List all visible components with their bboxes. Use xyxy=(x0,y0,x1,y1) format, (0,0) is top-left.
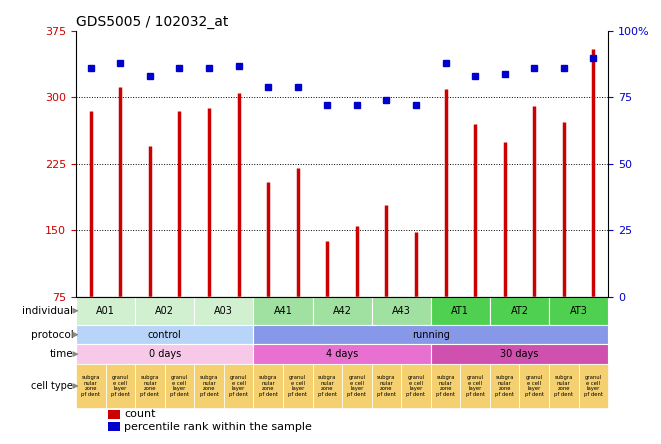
Text: AT3: AT3 xyxy=(570,306,588,316)
Text: individual: individual xyxy=(22,306,73,316)
Text: AT1: AT1 xyxy=(451,306,469,316)
Text: granul
e cell
layer
pf dent: granul e cell layer pf dent xyxy=(111,375,130,396)
Bar xyxy=(313,364,342,408)
Text: subgra
nular
zone
pf dent: subgra nular zone pf dent xyxy=(555,375,573,396)
Text: granul
e cell
layer
pf dent: granul e cell layer pf dent xyxy=(465,375,485,396)
Bar xyxy=(253,325,608,345)
Bar xyxy=(108,423,120,432)
Bar xyxy=(76,297,135,325)
Text: GSM977869: GSM977869 xyxy=(293,298,302,345)
Bar xyxy=(224,364,253,408)
Text: granul
e cell
layer
pf dent: granul e cell layer pf dent xyxy=(229,375,248,396)
Text: subgra
nular
zone
pf dent: subgra nular zone pf dent xyxy=(81,375,100,396)
Bar xyxy=(460,364,490,408)
Text: GSM977871: GSM977871 xyxy=(352,298,362,345)
Bar xyxy=(578,364,608,408)
Bar xyxy=(490,364,520,408)
Bar xyxy=(549,297,608,325)
Text: GSM977865: GSM977865 xyxy=(175,298,184,345)
Text: A03: A03 xyxy=(214,306,233,316)
Text: time: time xyxy=(50,349,73,359)
Text: control: control xyxy=(148,329,182,340)
Bar xyxy=(76,325,253,345)
Bar xyxy=(76,345,253,364)
Text: GSM977863: GSM977863 xyxy=(116,298,125,345)
Text: subgra
nular
zone
pf dent: subgra nular zone pf dent xyxy=(200,375,219,396)
Text: subgra
nular
zone
pf dent: subgra nular zone pf dent xyxy=(495,375,514,396)
Bar xyxy=(106,364,135,408)
Text: subgra
nular
zone
pf dent: subgra nular zone pf dent xyxy=(318,375,337,396)
Text: GSM977870: GSM977870 xyxy=(323,298,332,345)
Text: subgra
nular
zone
pf dent: subgra nular zone pf dent xyxy=(436,375,455,396)
Bar xyxy=(253,297,313,325)
Text: A42: A42 xyxy=(332,306,352,316)
Text: GSM977873: GSM977873 xyxy=(411,298,420,345)
Text: 4 days: 4 days xyxy=(326,349,358,359)
Text: percentile rank within the sample: percentile rank within the sample xyxy=(124,422,312,432)
Text: GSM977868: GSM977868 xyxy=(264,298,273,345)
Bar xyxy=(549,364,578,408)
Text: cell type: cell type xyxy=(32,381,73,391)
Text: granul
e cell
layer
pf dent: granul e cell layer pf dent xyxy=(288,375,307,396)
Text: GSM977876: GSM977876 xyxy=(500,298,509,345)
Bar xyxy=(431,297,490,325)
Text: subgra
nular
zone
pf dent: subgra nular zone pf dent xyxy=(140,375,159,396)
Bar xyxy=(520,364,549,408)
Bar xyxy=(135,297,194,325)
Bar xyxy=(194,297,253,325)
Text: GSM977867: GSM977867 xyxy=(234,298,243,345)
Text: GSM977872: GSM977872 xyxy=(382,298,391,345)
Bar xyxy=(283,364,313,408)
Bar xyxy=(108,410,120,419)
Text: GDS5005 / 102032_at: GDS5005 / 102032_at xyxy=(76,15,229,29)
Bar xyxy=(401,364,431,408)
Text: GSM977875: GSM977875 xyxy=(471,298,480,345)
Bar xyxy=(342,364,371,408)
Text: granul
e cell
layer
pf dent: granul e cell layer pf dent xyxy=(407,375,426,396)
Bar xyxy=(371,364,401,408)
Text: GSM977878: GSM977878 xyxy=(559,298,568,345)
Text: GSM977864: GSM977864 xyxy=(145,298,155,345)
Bar xyxy=(165,364,194,408)
Bar xyxy=(135,364,165,408)
Text: granul
e cell
layer
pf dent: granul e cell layer pf dent xyxy=(525,375,544,396)
Bar xyxy=(431,345,608,364)
Text: A01: A01 xyxy=(96,306,115,316)
Text: 30 days: 30 days xyxy=(500,349,539,359)
Text: GSM977862: GSM977862 xyxy=(87,298,95,345)
Text: AT2: AT2 xyxy=(510,306,528,316)
Text: GSM977866: GSM977866 xyxy=(204,298,214,345)
Text: subgra
nular
zone
pf dent: subgra nular zone pf dent xyxy=(377,375,396,396)
Text: subgra
nular
zone
pf dent: subgra nular zone pf dent xyxy=(258,375,278,396)
Text: GSM977879: GSM977879 xyxy=(589,298,598,345)
Bar xyxy=(431,364,460,408)
Text: A43: A43 xyxy=(392,306,410,316)
Text: A41: A41 xyxy=(274,306,292,316)
Text: granul
e cell
layer
pf dent: granul e cell layer pf dent xyxy=(170,375,189,396)
Bar xyxy=(253,364,283,408)
Bar xyxy=(194,364,224,408)
Text: granul
e cell
layer
pf dent: granul e cell layer pf dent xyxy=(347,375,366,396)
Text: protocol: protocol xyxy=(30,329,73,340)
Bar xyxy=(313,297,371,325)
Bar xyxy=(371,297,431,325)
Text: 0 days: 0 days xyxy=(149,349,181,359)
Bar xyxy=(76,364,106,408)
Text: GSM977874: GSM977874 xyxy=(441,298,450,345)
Text: count: count xyxy=(124,409,155,419)
Text: running: running xyxy=(412,329,449,340)
Text: GSM977877: GSM977877 xyxy=(529,298,539,345)
Bar xyxy=(253,345,431,364)
Text: granul
e cell
layer
pf dent: granul e cell layer pf dent xyxy=(584,375,603,396)
Text: A02: A02 xyxy=(155,306,175,316)
Bar xyxy=(490,297,549,325)
